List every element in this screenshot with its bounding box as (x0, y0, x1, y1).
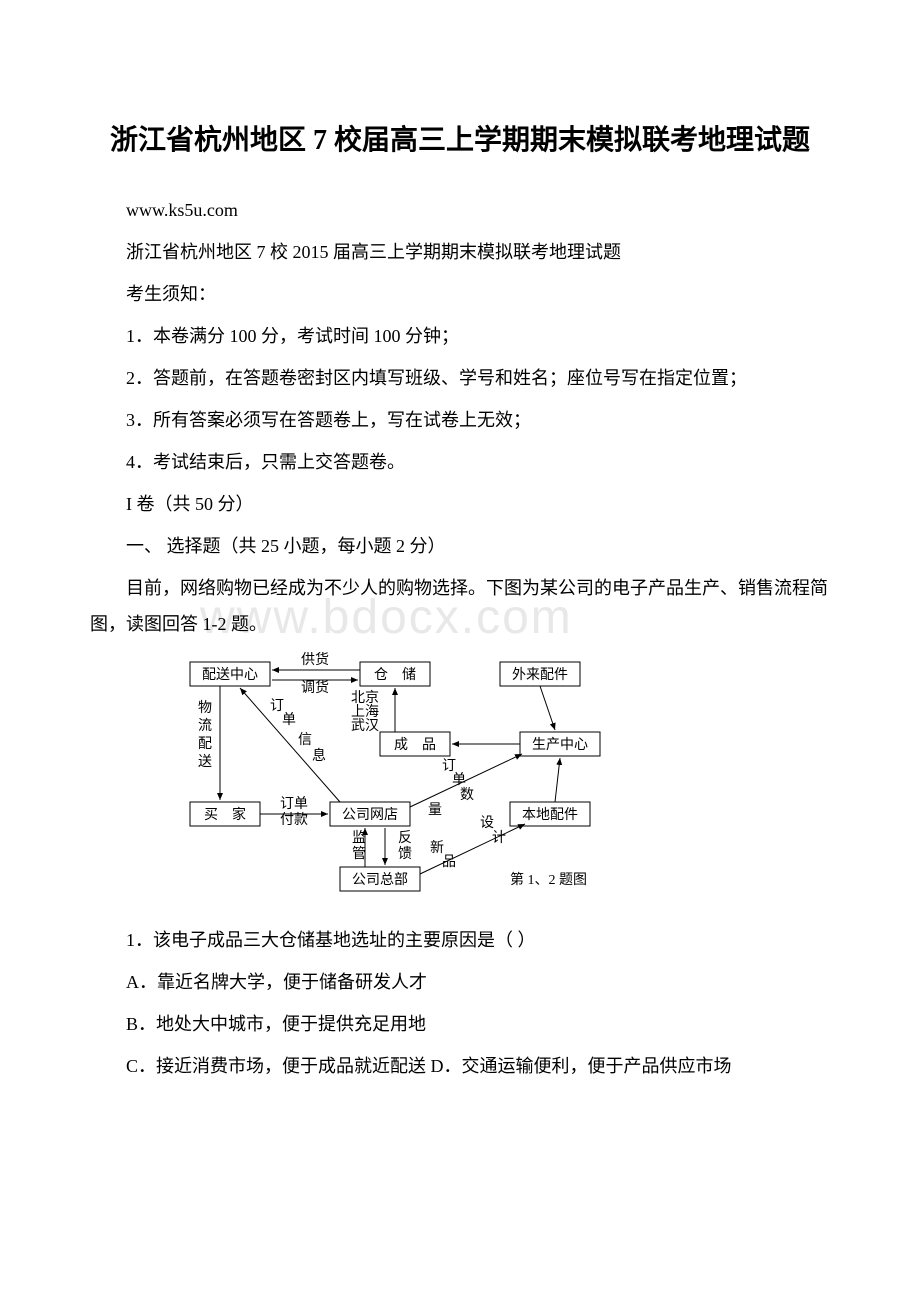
svg-text:配: 配 (198, 737, 212, 752)
svg-text:公司总部: 公司总部 (352, 872, 408, 888)
notice-3: 3．所有答案必须写在答题卷上，写在试卷上无效； (90, 402, 830, 438)
svg-text:息: 息 (312, 747, 326, 764)
svg-text:信: 信 (298, 732, 312, 748)
svg-text:订: 订 (442, 758, 456, 774)
section-i: I 卷（共 50 分） (90, 486, 830, 522)
svg-text:武汉: 武汉 (351, 718, 379, 734)
notice-header: 考生须知： (90, 276, 830, 312)
svg-text:上海: 上海 (351, 704, 379, 720)
svg-text:公司网店: 公司网店 (342, 807, 398, 823)
question-1: 1．该电子成品三大仓储基地选址的主要原因是（ ） (90, 922, 830, 958)
svg-text:单: 单 (282, 712, 296, 728)
svg-text:第 1、2 题图: 第 1、2 题图 (510, 871, 587, 888)
svg-text:外来配件: 外来配件 (512, 667, 568, 683)
svg-text:订单: 订单 (280, 796, 308, 812)
svg-text:订: 订 (270, 698, 284, 714)
svg-text:北京: 北京 (351, 690, 379, 706)
svg-text:物: 物 (198, 700, 212, 716)
svg-text:馈: 馈 (398, 846, 412, 862)
svg-text:送: 送 (198, 754, 212, 770)
document-content: 浙江省杭州地区 7 校届高三上学期期末模拟联考地理试题 www.ks5u.com… (90, 120, 830, 1084)
option-b: B．地处大中城市，便于提供充足用地 (90, 1006, 830, 1042)
svg-text:买 家: 买 家 (204, 806, 246, 823)
svg-text:数: 数 (460, 787, 474, 803)
option-cd: C．接近消费市场，便于成品就近配送 D．交通运输便利，便于产品供应市场 (90, 1048, 830, 1084)
section-choice: 一、 选择题（共 25 小题，每小题 2 分） (90, 528, 830, 564)
subtitle: 浙江省杭州地区 7 校 2015 届高三上学期期末模拟联考地理试题 (90, 234, 830, 270)
svg-text:成 品: 成 品 (394, 737, 436, 753)
svg-text:监: 监 (352, 830, 366, 846)
flowchart-diagram: 配送中心 仓 储 外来配件 供货 调货 成 品 生产中心 北京 上海 武汉 (180, 652, 830, 912)
svg-text:配送中心: 配送中心 (202, 667, 258, 683)
page-title: 浙江省杭州地区 7 校届高三上学期期末模拟联考地理试题 (90, 120, 830, 162)
svg-text:设: 设 (480, 815, 494, 831)
svg-text:流: 流 (198, 718, 212, 734)
source-url: www.ks5u.com (90, 192, 830, 228)
svg-text:仓 储: 仓 储 (374, 667, 416, 683)
svg-text:本地配件: 本地配件 (522, 807, 578, 823)
notice-4: 4．考试结束后，只需上交答题卷。 (90, 444, 830, 480)
notice-1: 1．本卷满分 100 分，考试时间 100 分钟； (90, 318, 830, 354)
svg-text:计: 计 (492, 830, 506, 846)
svg-text:付款: 付款 (280, 812, 308, 828)
svg-text:新: 新 (430, 840, 444, 856)
passage-text: 目前，网络购物已经成为不少人的购物选择。下图为某公司的电子产品生产、销售流程简图… (90, 570, 830, 642)
svg-text:反: 反 (398, 830, 412, 846)
svg-text:供货: 供货 (301, 652, 329, 668)
svg-text:管: 管 (352, 846, 366, 862)
svg-text:调货: 调货 (301, 679, 329, 696)
svg-text:单: 单 (452, 772, 466, 788)
svg-text:品: 品 (442, 855, 456, 870)
svg-text:量: 量 (428, 802, 442, 818)
notice-2: 2．答题前，在答题卷密封区内填写班级、学号和姓名；座位号写在指定位置； (90, 360, 830, 396)
option-a: A．靠近名牌大学，便于储备研发人才 (90, 964, 830, 1000)
svg-text:生产中心: 生产中心 (532, 737, 588, 753)
